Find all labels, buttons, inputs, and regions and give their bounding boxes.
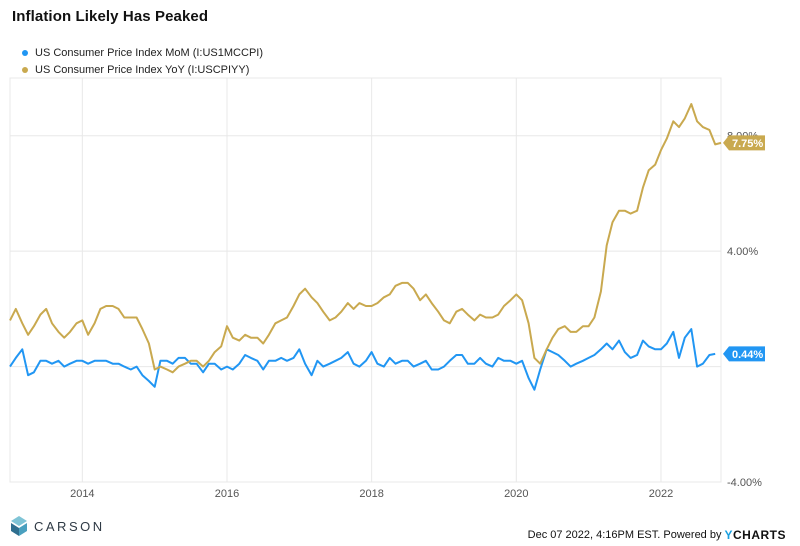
- legend: US Consumer Price Index MoM (I:US1MCCPI)…: [22, 44, 263, 78]
- y-tick-label: 4.00%: [727, 246, 758, 258]
- x-tick-label: 2018: [359, 488, 383, 500]
- x-tick-label: 2022: [649, 488, 673, 500]
- ycharts-logo[interactable]: YCHARTS: [724, 528, 786, 542]
- end-badge-mom: [723, 346, 765, 362]
- end-label-mom: 0.44%: [732, 349, 763, 361]
- end-badge-yoy: [723, 135, 765, 151]
- carson-logo-text: CARSON: [34, 518, 105, 534]
- carson-logo-icon: [11, 516, 27, 536]
- x-tick-label: 2014: [70, 488, 94, 500]
- plot-frame: [9, 77, 722, 483]
- x-tick-label: 2020: [504, 488, 528, 500]
- legend-dot-yoy: [22, 66, 28, 73]
- footer-credit: Dec 07 2022, 4:16PM EST. Powered by YCHA…: [528, 528, 786, 542]
- end-label-yoy: 7.75%: [732, 138, 763, 150]
- legend-item-mom[interactable]: US Consumer Price Index MoM (I:US1MCCPI): [22, 44, 263, 61]
- legend-dot-mom: [22, 49, 28, 56]
- legend-item-yoy[interactable]: US Consumer Price Index YoY (I:USCPIYY): [22, 61, 263, 78]
- chart-title: Inflation Likely Has Peaked: [12, 8, 209, 25]
- x-tick-label: 2016: [215, 488, 239, 500]
- carson-logo: CARSON: [10, 515, 105, 537]
- timestamp: Dec 07 2022, 4:16PM EST. Powered by: [527, 529, 722, 541]
- y-tick-label: -4.00%: [727, 477, 762, 489]
- ycharts-logo-y: Y: [724, 528, 733, 542]
- legend-label-mom: US Consumer Price Index MoM (I:US1MCCPI): [35, 46, 263, 59]
- legend-label-yoy: US Consumer Price Index YoY (I:USCPIYY): [35, 63, 250, 76]
- series-line-mom: [9, 328, 716, 391]
- series-line-yoy: [9, 103, 722, 374]
- ycharts-logo-text: CHARTS: [733, 528, 786, 542]
